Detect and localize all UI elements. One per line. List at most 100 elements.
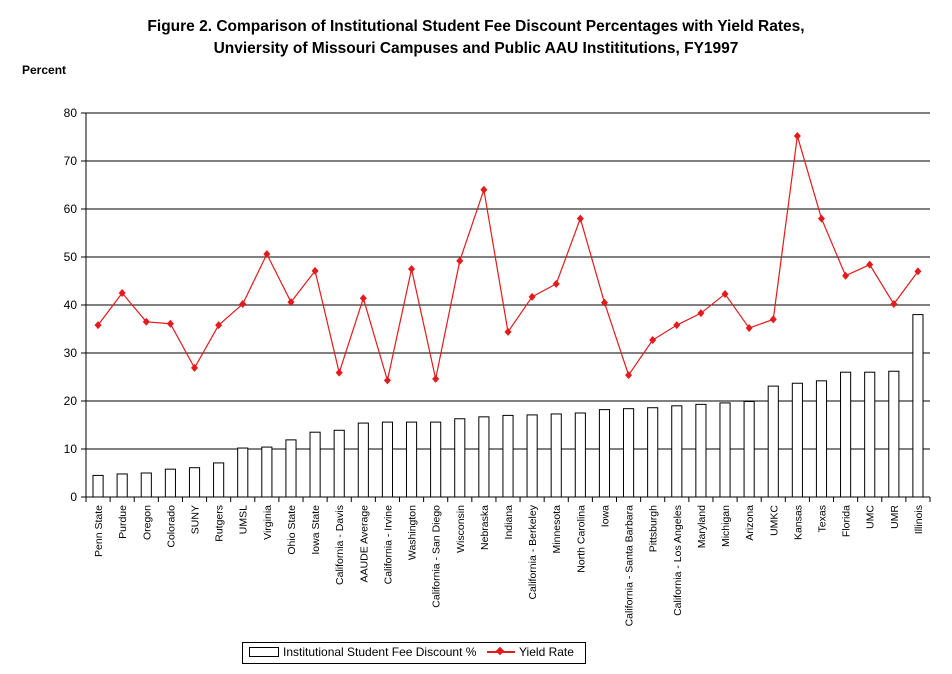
yield-point: [697, 309, 705, 318]
x-tick-label: Virginia: [262, 505, 274, 540]
bar: [478, 416, 490, 498]
yield-point: [359, 294, 367, 303]
yield-point: [649, 336, 657, 345]
y-tick-label: 50: [64, 250, 78, 264]
yield-point: [673, 321, 681, 330]
x-tick-label: UMSL: [238, 505, 250, 534]
bar: [550, 413, 562, 498]
bar: [357, 422, 369, 498]
x-tick-label: Pittsburgh: [648, 505, 660, 552]
yield-point: [191, 363, 199, 372]
x-tick-label: UMKC: [768, 505, 780, 536]
yield-point: [335, 368, 343, 377]
yield-point: [504, 327, 512, 336]
bar: [767, 385, 779, 498]
bar: [743, 400, 755, 498]
yield-point: [456, 256, 464, 265]
x-tick-label: UMC: [865, 505, 877, 529]
yield-point: [721, 289, 729, 298]
x-tick-label: Washington: [407, 505, 419, 560]
bar: [598, 409, 611, 498]
x-tick-label: Michigan: [720, 505, 732, 547]
bar: [309, 431, 321, 498]
bar: [815, 380, 828, 498]
yield-point: [142, 317, 150, 326]
bar: [695, 403, 707, 498]
yield-point: [383, 376, 391, 385]
x-tick-label: California - San Diego: [431, 505, 443, 608]
bar: [647, 407, 659, 498]
yield-point: [914, 267, 922, 276]
y-tick-label: 20: [64, 394, 78, 408]
x-tick-label: North Carolina: [575, 505, 587, 573]
yield-point: [239, 300, 247, 309]
bar: [333, 429, 345, 498]
yield-point: [432, 374, 440, 383]
bar: [719, 402, 731, 498]
x-tick-label: Purdue: [117, 505, 129, 539]
bar: [261, 446, 273, 498]
yield-point: [94, 321, 102, 330]
yield-point: [600, 298, 608, 307]
x-tick-label: California - Irvine: [382, 505, 394, 585]
yield-point: [215, 321, 223, 330]
legend-item-discount: Institutional Student Fee Discount %: [249, 645, 476, 659]
yield-point: [166, 319, 174, 328]
x-tick-label: Iowa State: [310, 505, 322, 555]
bar: [623, 408, 635, 498]
x-tick-label: Oregon: [141, 505, 153, 540]
x-tick-label: Florida: [841, 505, 853, 537]
x-tick-label: Maryland: [696, 505, 708, 548]
yield-point: [528, 292, 536, 301]
x-tick-label: SUNY: [190, 505, 202, 534]
chart-title: Figure 2. Comparison of Institutional St…: [0, 16, 952, 60]
legend-item-yield: Yield Rate: [487, 645, 574, 659]
bar: [840, 371, 852, 498]
x-tick-label: Minnesota: [551, 505, 563, 554]
yield-point: [480, 185, 488, 194]
yield-point: [576, 214, 584, 223]
yield-point: [817, 214, 825, 223]
bar: [285, 439, 297, 498]
y-tick-label: 80: [64, 106, 78, 120]
chart-title-line2: Unviersity of Missouri Campuses and Publ…: [213, 40, 739, 57]
bar: [237, 447, 249, 498]
yield-point: [769, 315, 777, 324]
x-tick-label: Arizona: [744, 505, 756, 541]
yield-point: [311, 266, 319, 275]
series-line-yield: [97, 135, 919, 381]
bar: [888, 370, 900, 498]
x-tick-label: Kansas: [792, 505, 804, 540]
legend-swatch-bar: [249, 647, 279, 657]
x-tick-label: Wisconsin: [455, 505, 467, 553]
x-tick-label: Indiana: [503, 505, 515, 540]
x-tick-label: Rutgers: [214, 505, 226, 542]
y-tick-label: 10: [64, 442, 78, 456]
x-tick-label: Texas: [816, 505, 828, 532]
y-tick-label: 60: [64, 202, 78, 216]
x-tick-label: Illinois: [913, 505, 925, 534]
x-tick-label: Nebraska: [479, 505, 491, 550]
x-tick-label: California - Berkeley: [527, 504, 539, 599]
bar: [92, 474, 104, 498]
x-tick-label: California - Davis: [334, 505, 346, 585]
bar: [188, 467, 201, 498]
yield-point: [793, 132, 801, 141]
bar: [116, 473, 128, 498]
yield-point: [866, 260, 874, 269]
x-tick-label: Penn State: [93, 505, 105, 557]
bar: [140, 472, 152, 498]
yield-point: [890, 300, 898, 309]
bar: [912, 314, 924, 498]
legend: Institutional Student Fee Discount % Yie…: [242, 642, 586, 664]
yield-point: [625, 371, 633, 380]
bar: [454, 418, 466, 498]
x-tick-label: Ohio State: [286, 505, 298, 555]
yield-point: [263, 250, 271, 259]
yield-point: [408, 265, 416, 273]
bar: [164, 468, 176, 498]
y-tick-label: 40: [64, 298, 78, 312]
bar: [671, 405, 683, 498]
x-tick-label: California - Santa Barbara: [624, 505, 636, 627]
